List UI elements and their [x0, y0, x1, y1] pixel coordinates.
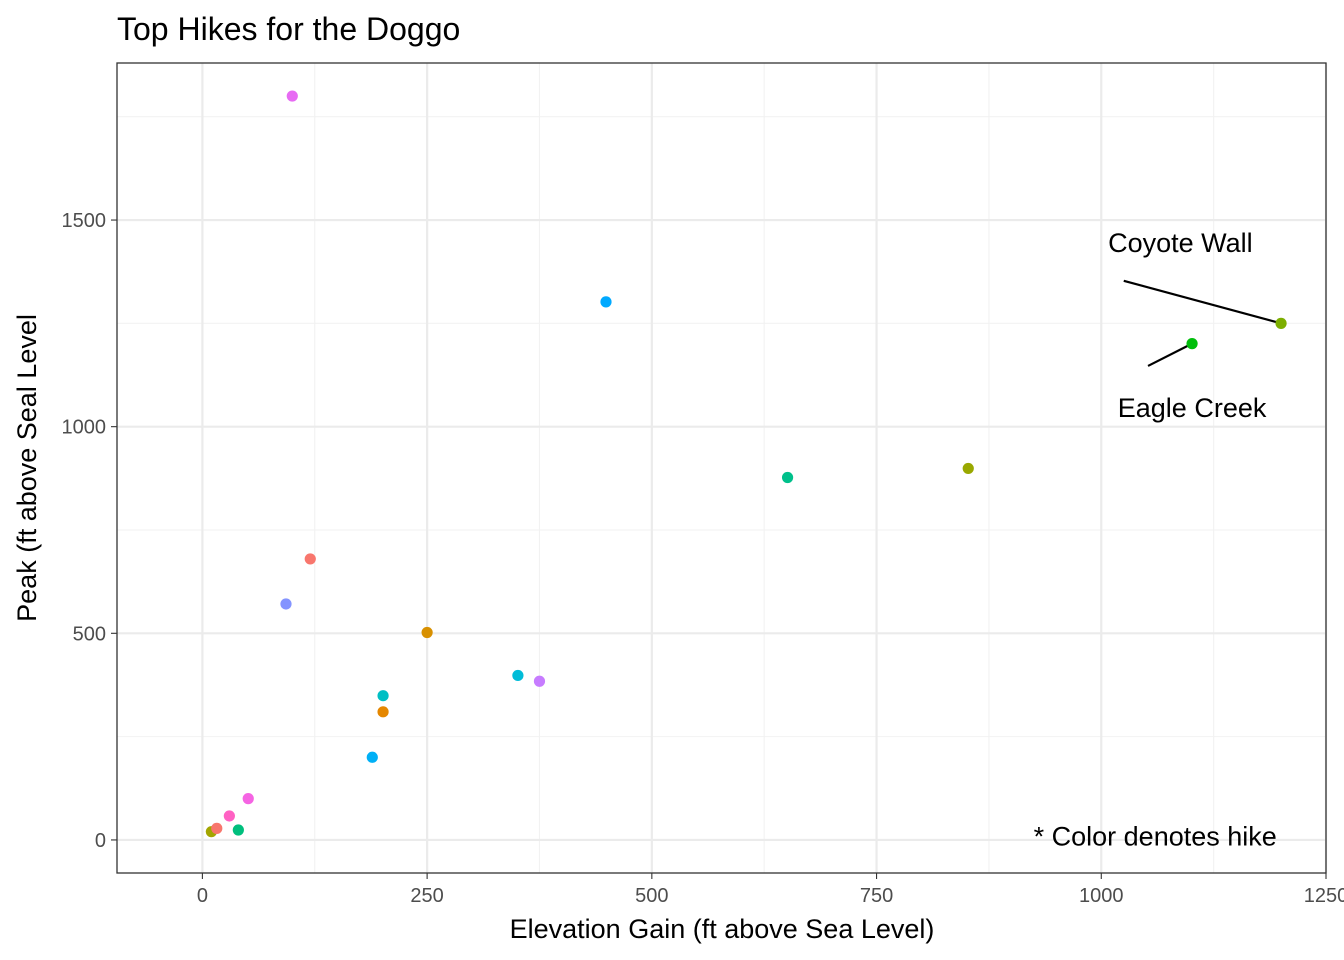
data-point [366, 751, 378, 763]
plot-panel-background [117, 63, 1326, 873]
minor-gridlines [117, 63, 1326, 873]
chart-title: Top Hikes for the Doggo [117, 11, 460, 47]
annotation-leader-line [1123, 279, 1282, 325]
data-point [242, 793, 254, 805]
y-axis-title: Peak (ft above Seal Level [12, 314, 42, 622]
data-point [600, 296, 612, 308]
plot-panel-border [116, 62, 1327, 874]
x-tick-label: 750 [860, 885, 893, 907]
data-point [962, 462, 974, 475]
data-point [280, 598, 292, 610]
y-axis-ticks: 0 500 1000 1500 [62, 210, 117, 852]
data-point [533, 675, 546, 687]
annotation-label: Coyote Wall [1108, 228, 1253, 258]
y-tick-label: 1000 [62, 417, 107, 439]
x-tick-label: 250 [410, 885, 443, 907]
annotation-labels: Coyote Wall Eagle Creek * Color denotes hi… [1034, 228, 1277, 852]
data-point [286, 90, 298, 102]
data-point [781, 471, 794, 484]
data-point [377, 690, 389, 702]
data-point [512, 669, 524, 682]
data-point [223, 810, 235, 822]
x-axis-title: Elevation Gain (ft above Sea Level) [510, 914, 935, 944]
annotation-label: * Color denotes hike [1034, 822, 1277, 852]
x-tick-label: 500 [635, 885, 668, 907]
data-points [205, 90, 1287, 838]
x-tick-label: 1250 [1304, 885, 1344, 907]
data-point [304, 553, 316, 565]
y-tick-label: 0 [95, 830, 106, 852]
annotation-leader-lines [1123, 279, 1282, 367]
y-tick-label: 1500 [62, 210, 107, 232]
data-point [377, 706, 389, 718]
x-axis-ticks: 0 250 500 750 1000 1250 [197, 873, 1344, 907]
x-tick-label: 0 [197, 885, 208, 907]
data-point [211, 822, 223, 834]
x-tick-label: 1000 [1079, 885, 1124, 907]
major-gridlines [117, 63, 1328, 873]
data-point [1186, 338, 1198, 350]
data-point [421, 626, 433, 639]
data-point [232, 824, 244, 836]
data-point [1275, 317, 1287, 329]
y-tick-label: 500 [73, 623, 106, 645]
annotation-label: Eagle Creek [1118, 393, 1267, 423]
annotation-leader-line [1147, 342, 1193, 367]
